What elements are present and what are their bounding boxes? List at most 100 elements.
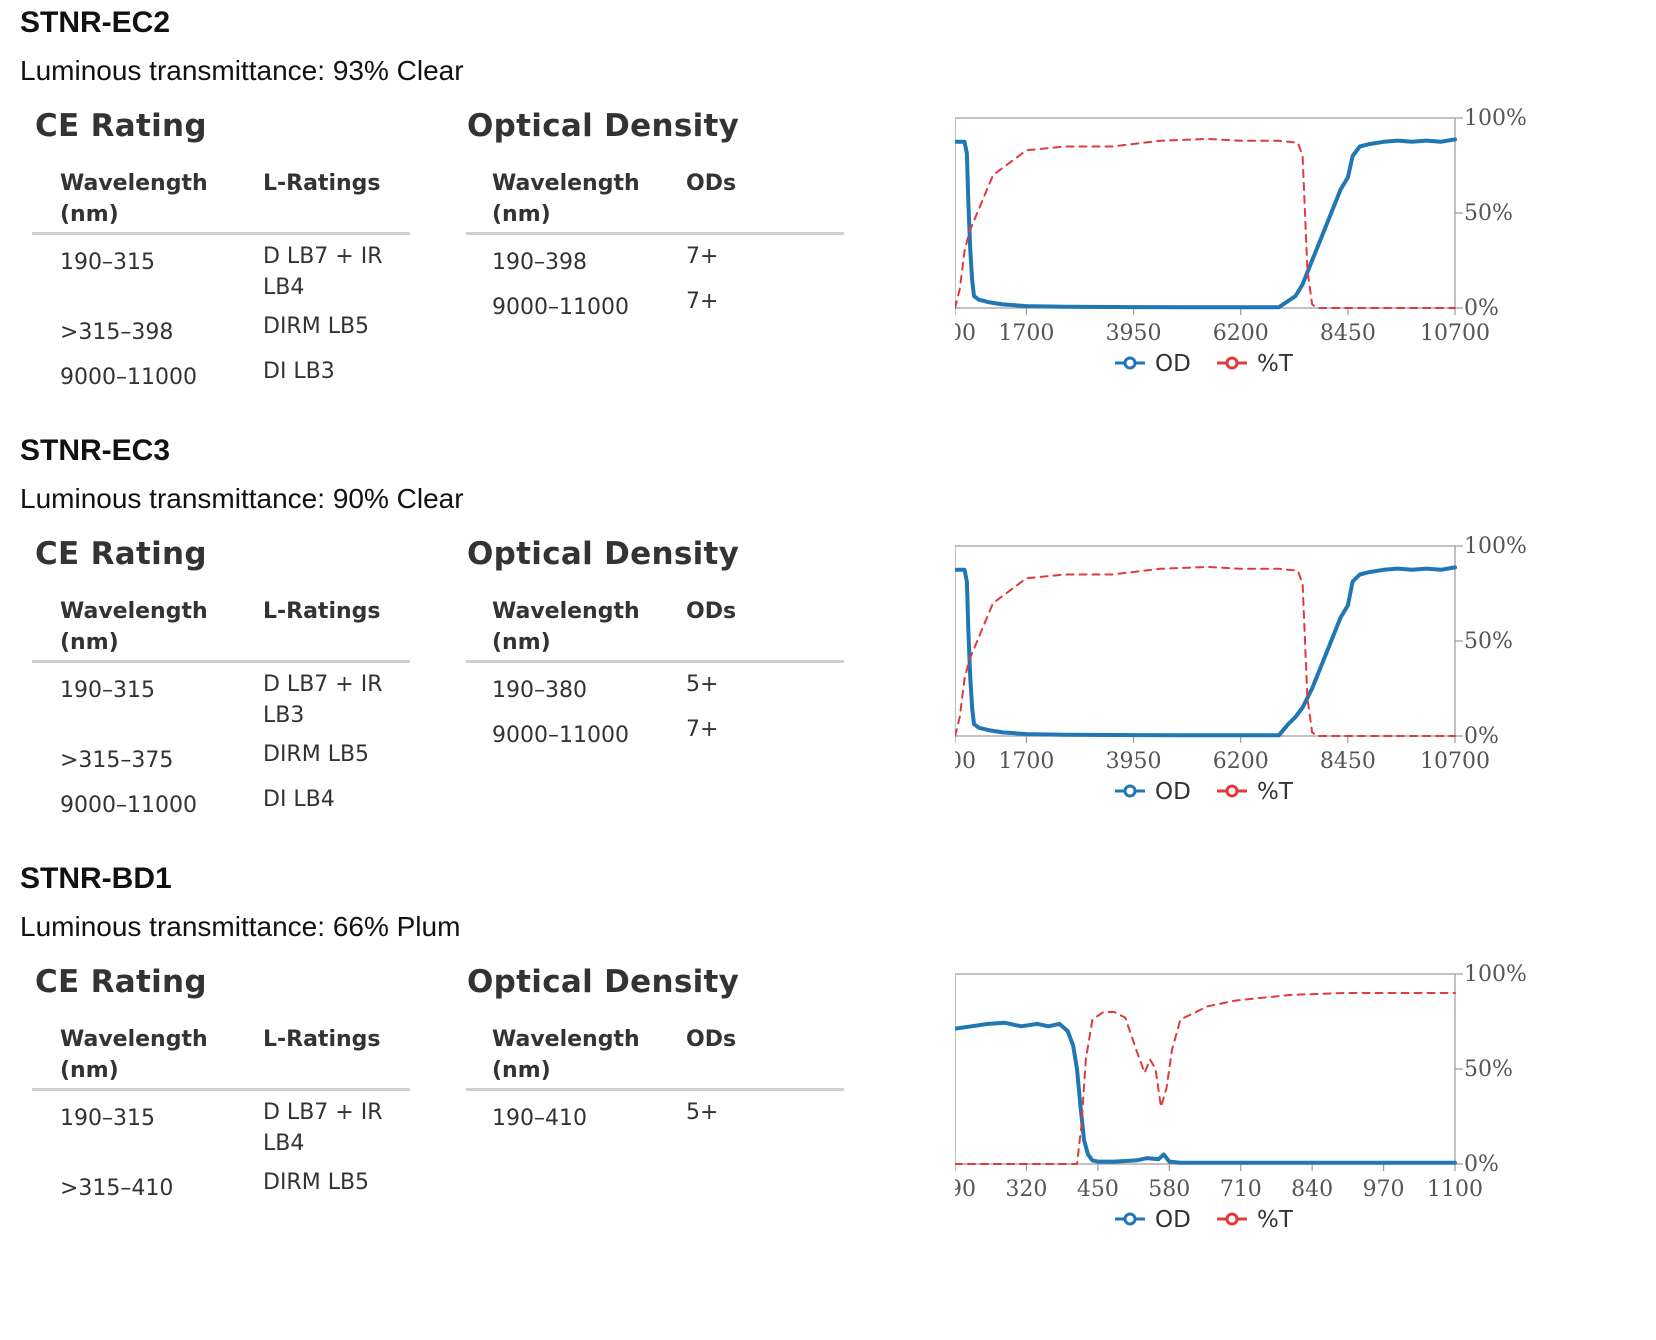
legend-label: %T	[1257, 779, 1294, 805]
plot-frame	[955, 973, 1456, 1165]
x-tick-label: 710	[1220, 1177, 1262, 1202]
ce-header-lratings: L-Ratings	[263, 1027, 381, 1052]
ce-row-wavelength: 190–315	[60, 1106, 155, 1131]
od-header-divider	[466, 660, 844, 663]
product-name: STNR-EC2	[20, 6, 171, 39]
x-tick-label: 200	[955, 321, 976, 346]
ce-header-divider	[32, 660, 410, 663]
od-row-wavelength: 190–380	[492, 678, 587, 703]
x-tick-label: 1100	[1427, 1177, 1483, 1202]
optical-chart: 0480%50%100%200170039506200845010700OD%T	[955, 100, 1595, 400]
optical-chart: 0480%50%100%1903204505807108409701100OD%…	[955, 956, 1595, 1256]
legend-swatch-marker	[1225, 356, 1239, 370]
ce-rating-title: CE Rating	[35, 964, 207, 1000]
od-header-wavelength: Wavelength (nm)	[492, 171, 640, 227]
ce-row-wavelength: >315–398	[60, 320, 174, 345]
ce-row-wavelength: 190–315	[60, 250, 155, 275]
x-tick-label: 320	[1005, 1177, 1047, 1202]
chart-svg: 0480%50%100%1903204505807108409701100OD%…	[955, 962, 1527, 1233]
ce-header-wavelength: Wavelength (nm)	[60, 1027, 208, 1083]
x-tick-label: 8450	[1320, 749, 1376, 774]
legend-label: OD	[1155, 1207, 1191, 1233]
ce-header-lratings: L-Ratings	[263, 599, 381, 624]
y2-tick-label: 50%	[1464, 1057, 1513, 1082]
ce-rating-title: CE Rating	[35, 108, 207, 144]
optical-density-title: Optical Density	[467, 108, 740, 144]
plot-frame	[955, 545, 1456, 737]
transmittance-series-line	[955, 992, 1456, 1165]
od-row-od: 7+	[686, 244, 719, 269]
luminous-transmittance: Luminous transmittance: 90% Clear	[20, 483, 464, 514]
ce-row-lrating: D LB7 + IR LB4	[263, 1100, 383, 1156]
od-header-ods: ODs	[686, 171, 737, 196]
ce-row-lrating: D LB7 + IR LB3	[263, 672, 383, 728]
x-tick-label: 10700	[1420, 749, 1490, 774]
x-tick-label: 190	[955, 1177, 976, 1202]
y2-tick-label: 100%	[1464, 962, 1527, 987]
x-tick-label: 6200	[1213, 321, 1269, 346]
x-tick-label: 3950	[1106, 321, 1162, 346]
optical-chart: 0480%50%100%200170039506200845010700OD%T	[955, 528, 1595, 828]
od-row-wavelength: 9000–11000	[492, 295, 629, 320]
plot-frame	[955, 117, 1456, 309]
ce-rating-title: CE Rating	[35, 536, 207, 572]
y2-tick-label: 50%	[1464, 201, 1513, 226]
od-row-od: 5+	[686, 672, 719, 697]
optical-density-title: Optical Density	[467, 536, 740, 572]
ce-row-wavelength: >315–375	[60, 748, 174, 773]
y2-tick-label: 100%	[1464, 534, 1527, 559]
ce-header-wavelength: Wavelength (nm)	[60, 171, 208, 227]
ce-header-lratings: L-Ratings	[263, 171, 381, 196]
od-row-od: 5+	[686, 1100, 719, 1125]
y2-tick-label: 100%	[1464, 106, 1527, 131]
legend-swatch-marker	[1123, 784, 1137, 798]
y2-tick-label: 0%	[1464, 296, 1499, 321]
luminous-transmittance: Luminous transmittance: 66% Plum	[20, 911, 461, 942]
od-row-od: 7+	[686, 289, 719, 314]
luminous-transmittance: Luminous transmittance: 93% Clear	[20, 55, 464, 86]
ce-row-wavelength: 190–315	[60, 678, 155, 703]
od-header-ods: ODs	[686, 1027, 737, 1052]
ce-row-lrating: DIRM LB5	[263, 742, 370, 767]
od-row-wavelength: 190–398	[492, 250, 587, 275]
od-header-wavelength: Wavelength (nm)	[492, 599, 640, 655]
od-header-divider	[466, 1088, 844, 1091]
x-tick-label: 970	[1363, 1177, 1405, 1202]
legend-swatch-marker	[1123, 1212, 1137, 1226]
legend-label: %T	[1257, 351, 1294, 377]
product-name: STNR-BD1	[20, 862, 172, 895]
product-section: STNR-EC2 Luminous transmittance: 93% Clea…	[0, 0, 1656, 428]
legend-swatch-marker	[1225, 1212, 1239, 1226]
transmittance-series-line	[955, 565, 1456, 737]
product-name: STNR-EC3	[20, 434, 171, 467]
legend-label: %T	[1257, 1207, 1294, 1233]
x-tick-label: 6200	[1213, 749, 1269, 774]
ce-row-lrating: DI LB3	[263, 359, 335, 384]
legend-label: OD	[1155, 779, 1191, 805]
ce-header-divider	[32, 232, 410, 235]
od-row-wavelength: 190–410	[492, 1106, 587, 1131]
y2-tick-label: 50%	[1464, 629, 1513, 654]
product-section: STNR-BD1 Luminous transmittance: 66% Plum…	[0, 856, 1656, 1284]
ce-header-divider	[32, 1088, 410, 1091]
ce-row-lrating: DIRM LB5	[263, 1170, 370, 1195]
legend-label: OD	[1155, 351, 1191, 377]
ce-row-lrating: DI LB4	[263, 787, 335, 812]
y2-tick-label: 0%	[1464, 1152, 1499, 1177]
y2-tick-label: 0%	[1464, 724, 1499, 749]
od-series-line	[955, 137, 1457, 310]
x-tick-label: 10700	[1420, 321, 1490, 346]
chart-svg: 0480%50%100%200170039506200845010700OD%T	[955, 534, 1527, 805]
x-tick-label: 8450	[1320, 321, 1376, 346]
optical-density-title: Optical Density	[467, 964, 740, 1000]
ce-row-lrating: DIRM LB5	[263, 314, 370, 339]
ce-header-wavelength: Wavelength (nm)	[60, 599, 208, 655]
od-header-ods: ODs	[686, 599, 737, 624]
chart-svg: 0480%50%100%200170039506200845010700OD%T	[955, 106, 1527, 377]
legend-swatch-marker	[1225, 784, 1239, 798]
x-tick-label: 3950	[1106, 749, 1162, 774]
ce-row-wavelength: 9000–11000	[60, 365, 197, 390]
x-tick-label: 1700	[998, 749, 1054, 774]
od-header-wavelength: Wavelength (nm)	[492, 1027, 640, 1083]
od-header-divider	[466, 232, 844, 235]
